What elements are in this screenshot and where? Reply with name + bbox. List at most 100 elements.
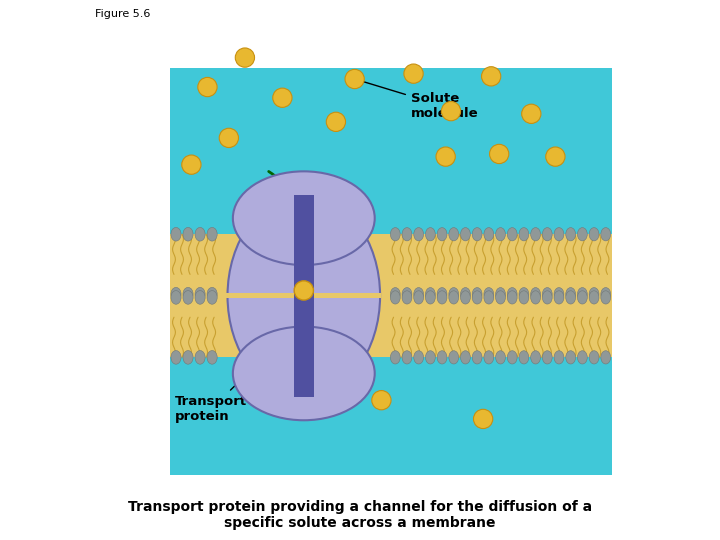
Ellipse shape xyxy=(508,291,517,304)
Ellipse shape xyxy=(495,351,505,364)
Ellipse shape xyxy=(183,350,193,364)
Ellipse shape xyxy=(577,291,588,304)
Ellipse shape xyxy=(495,228,505,241)
Ellipse shape xyxy=(589,291,599,304)
Ellipse shape xyxy=(171,287,181,301)
Ellipse shape xyxy=(566,291,575,304)
Ellipse shape xyxy=(589,228,599,241)
Ellipse shape xyxy=(577,351,588,364)
Circle shape xyxy=(372,390,391,410)
Ellipse shape xyxy=(437,291,447,304)
Bar xyxy=(226,293,382,296)
Circle shape xyxy=(490,144,509,164)
Ellipse shape xyxy=(542,288,552,301)
Ellipse shape xyxy=(589,288,599,301)
Circle shape xyxy=(482,67,501,86)
Text: Figure 5.6: Figure 5.6 xyxy=(95,9,150,19)
Text: Transport protein providing a channel for the diffusion of a
specific solute acr: Transport protein providing a channel fo… xyxy=(128,500,592,530)
Ellipse shape xyxy=(542,351,552,364)
Ellipse shape xyxy=(402,351,412,364)
Bar xyxy=(170,68,611,475)
Ellipse shape xyxy=(554,288,564,301)
Bar xyxy=(170,234,611,296)
Ellipse shape xyxy=(426,228,436,241)
Ellipse shape xyxy=(600,291,611,304)
Ellipse shape xyxy=(390,351,400,364)
Ellipse shape xyxy=(531,351,541,364)
Ellipse shape xyxy=(531,291,541,304)
Ellipse shape xyxy=(426,288,436,301)
Circle shape xyxy=(436,147,455,166)
Ellipse shape xyxy=(519,288,528,301)
Ellipse shape xyxy=(508,351,517,364)
Ellipse shape xyxy=(577,228,588,241)
Ellipse shape xyxy=(228,194,380,397)
Ellipse shape xyxy=(495,288,505,301)
Circle shape xyxy=(326,112,346,131)
Ellipse shape xyxy=(437,351,447,364)
Circle shape xyxy=(198,77,217,97)
Bar xyxy=(170,296,611,357)
Circle shape xyxy=(235,48,255,68)
Circle shape xyxy=(181,155,201,174)
Ellipse shape xyxy=(171,291,181,304)
Circle shape xyxy=(219,129,238,147)
Ellipse shape xyxy=(390,228,400,241)
Circle shape xyxy=(474,409,492,429)
Ellipse shape xyxy=(195,291,205,304)
Ellipse shape xyxy=(449,291,459,304)
Ellipse shape xyxy=(233,327,374,420)
Ellipse shape xyxy=(600,228,611,241)
Ellipse shape xyxy=(183,227,193,241)
Ellipse shape xyxy=(402,228,412,241)
Ellipse shape xyxy=(589,351,599,364)
Text: Transport
protein: Transport protein xyxy=(176,370,251,423)
Ellipse shape xyxy=(390,288,400,301)
Ellipse shape xyxy=(577,288,588,301)
Bar xyxy=(294,195,314,397)
Ellipse shape xyxy=(472,291,482,304)
Circle shape xyxy=(273,88,292,107)
Ellipse shape xyxy=(566,228,575,241)
Ellipse shape xyxy=(426,351,436,364)
Ellipse shape xyxy=(519,228,528,241)
Ellipse shape xyxy=(472,228,482,241)
Ellipse shape xyxy=(171,350,181,364)
Text: Solute
molecule: Solute molecule xyxy=(357,80,479,120)
Bar xyxy=(294,195,314,397)
Ellipse shape xyxy=(519,351,528,364)
Ellipse shape xyxy=(566,351,575,364)
Ellipse shape xyxy=(461,291,470,304)
Ellipse shape xyxy=(484,228,494,241)
Ellipse shape xyxy=(207,291,217,304)
Ellipse shape xyxy=(554,291,564,304)
Ellipse shape xyxy=(508,228,517,241)
Ellipse shape xyxy=(437,288,447,301)
Ellipse shape xyxy=(531,228,541,241)
Bar xyxy=(294,195,314,397)
Ellipse shape xyxy=(437,228,447,241)
Ellipse shape xyxy=(449,288,459,301)
Bar xyxy=(226,296,382,299)
Ellipse shape xyxy=(414,228,423,241)
Ellipse shape xyxy=(531,288,541,301)
Ellipse shape xyxy=(542,291,552,304)
Ellipse shape xyxy=(519,291,528,304)
Circle shape xyxy=(441,102,461,121)
Ellipse shape xyxy=(195,287,205,301)
Ellipse shape xyxy=(207,350,217,364)
Ellipse shape xyxy=(233,171,374,265)
Ellipse shape xyxy=(402,291,412,304)
Ellipse shape xyxy=(472,351,482,364)
Circle shape xyxy=(404,64,423,83)
Ellipse shape xyxy=(484,351,494,364)
Circle shape xyxy=(294,281,313,300)
Circle shape xyxy=(345,69,364,89)
Ellipse shape xyxy=(542,228,552,241)
Ellipse shape xyxy=(183,287,193,301)
Ellipse shape xyxy=(449,351,459,364)
Ellipse shape xyxy=(207,287,217,301)
Ellipse shape xyxy=(484,288,494,301)
Ellipse shape xyxy=(566,288,575,301)
Ellipse shape xyxy=(195,227,205,241)
